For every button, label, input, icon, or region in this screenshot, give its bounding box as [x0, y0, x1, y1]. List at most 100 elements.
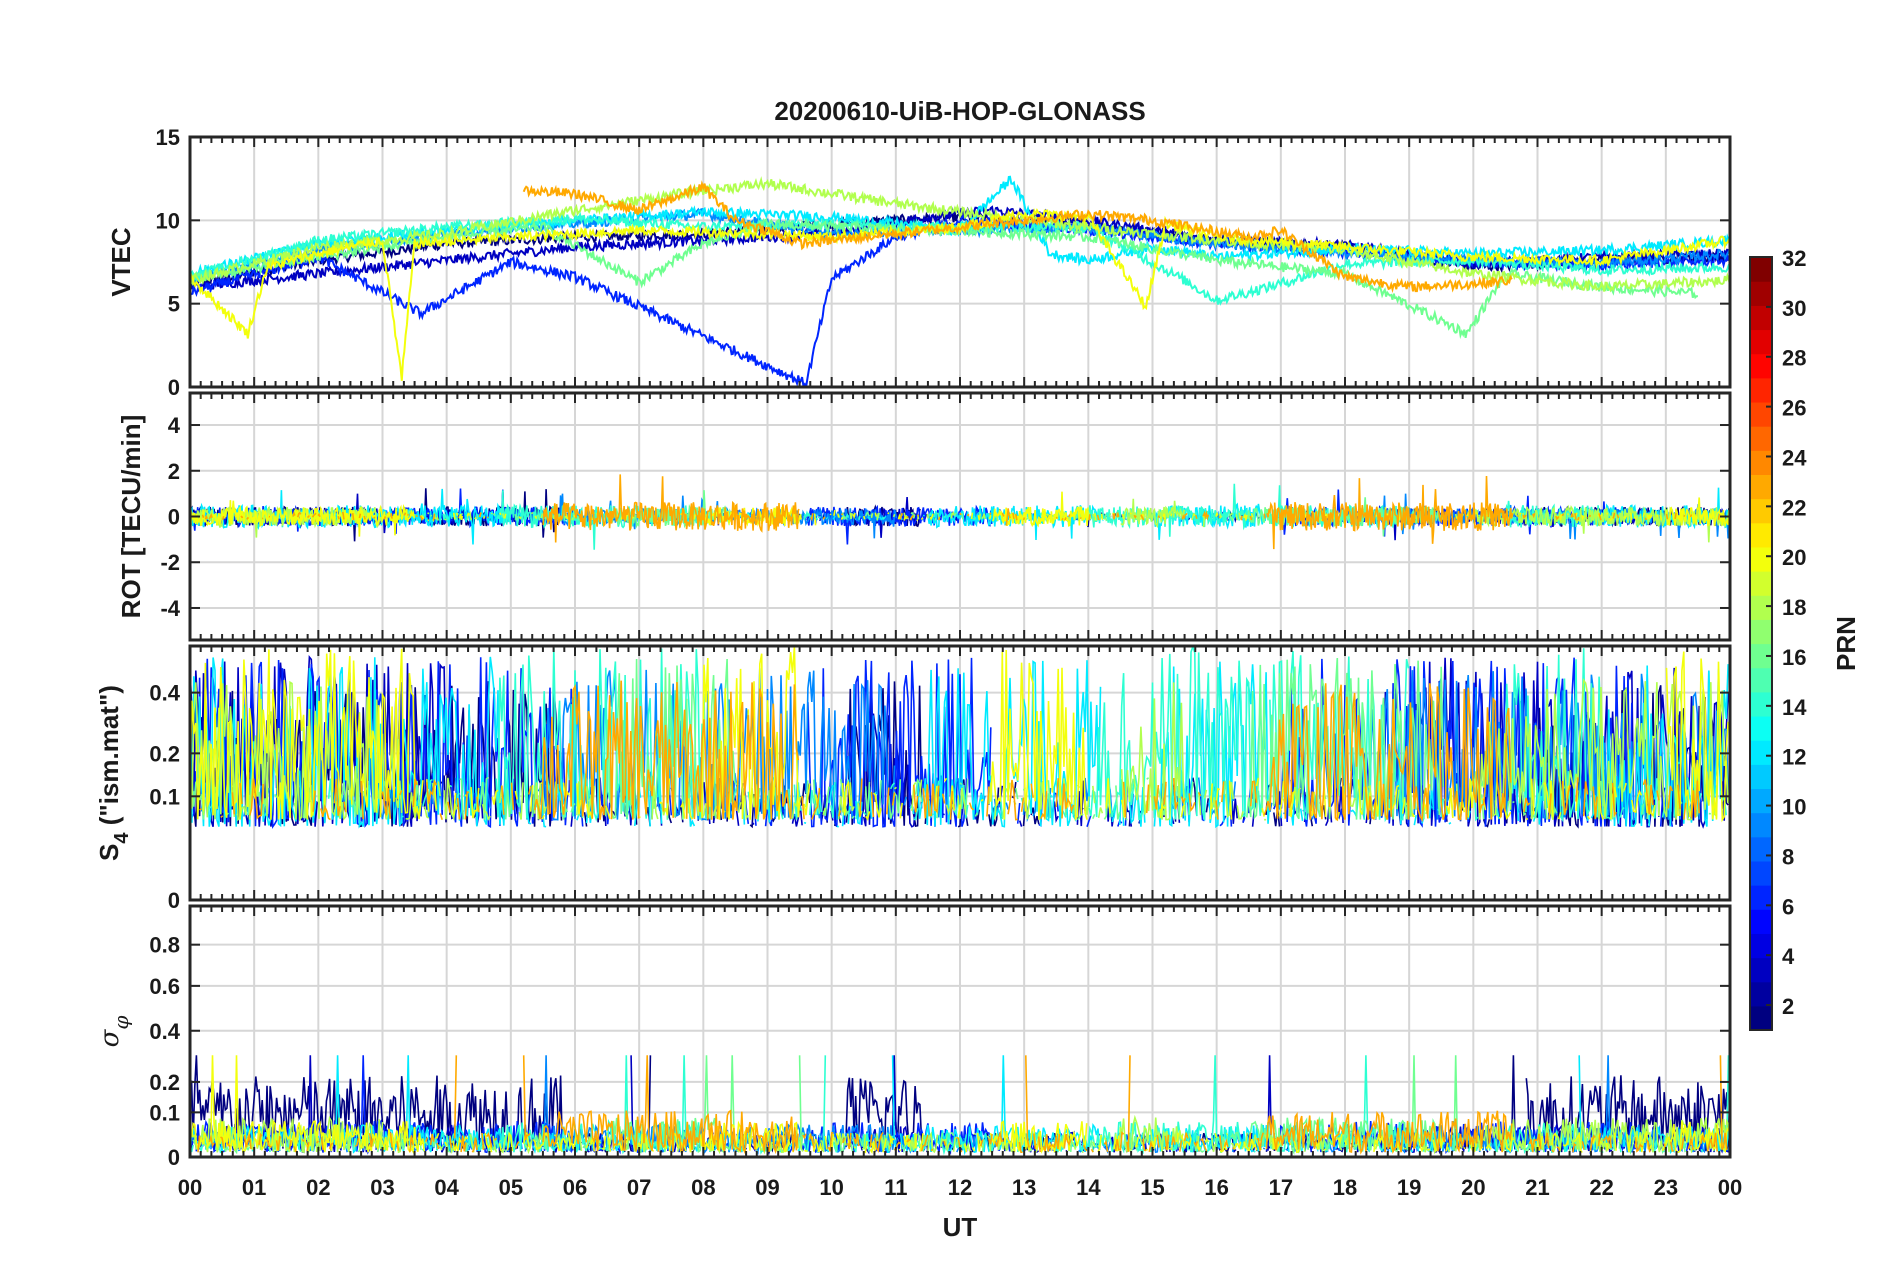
- colorbar-tick-label: 8: [1782, 844, 1794, 869]
- colorbar-segment: [1750, 426, 1772, 451]
- colorbar-tick-label: 16: [1782, 645, 1806, 670]
- colorbar-segment: [1750, 329, 1772, 355]
- colorbar-segment: [1750, 474, 1772, 500]
- x-tick-label: 14: [1076, 1175, 1101, 1200]
- colorbar-tick-label: 4: [1782, 944, 1795, 969]
- vtec-series-prn-16: [190, 217, 1698, 340]
- colorbar-segment: [1750, 377, 1772, 403]
- vtec-series-prn-20: [190, 207, 1730, 381]
- colorbar-segment: [1750, 691, 1772, 717]
- colorbar-segment: [1750, 860, 1772, 886]
- ylabel-main: σ: [95, 1028, 125, 1047]
- colorbar-tick-label: 22: [1782, 495, 1806, 520]
- y-tick-label: 0.1: [149, 1100, 180, 1125]
- colorbar-segment: [1750, 643, 1772, 669]
- x-tick-label: 20: [1461, 1175, 1485, 1200]
- y-tick-label: 4: [168, 413, 181, 438]
- colorbar-tick-label: 30: [1782, 296, 1806, 321]
- colorbar-segment: [1750, 788, 1772, 814]
- colorbar-segment: [1750, 450, 1772, 476]
- colorbar-segment: [1750, 498, 1772, 524]
- y-tick-label: 10: [156, 208, 180, 233]
- panel-vtec: 0 5 10 15 VTEC: [106, 125, 1732, 400]
- y-tick-label: 0.2: [149, 1070, 180, 1095]
- ylabel-rest: ("ism.mat"): [94, 685, 124, 832]
- y-tick-label: 0: [168, 505, 180, 530]
- colorbar-segment: [1750, 812, 1772, 838]
- ylabel-sub: 4: [111, 832, 133, 844]
- x-tick-label: 12: [948, 1175, 972, 1200]
- sigma-series-prn-23: [197, 1055, 1728, 1156]
- x-tick-label: 13: [1012, 1175, 1036, 1200]
- y-tick-label: 0: [168, 1145, 180, 1170]
- colorbar-tick-label: 2: [1782, 994, 1794, 1019]
- colorbar-segment: [1750, 981, 1772, 1007]
- colorbar-segment: [1750, 257, 1772, 282]
- colorbar-segment: [1750, 571, 1772, 596]
- y-tick-label: -2: [160, 550, 180, 575]
- colorbar-tick-label: 24: [1782, 445, 1807, 470]
- traces-s4: [190, 646, 1728, 826]
- colorbar-segment: [1750, 909, 1772, 934]
- x-tick-label: 01: [242, 1175, 266, 1200]
- colorbar-frame: [1749, 256, 1773, 1031]
- y-tick-label: 15: [156, 125, 180, 150]
- y-tick-label: 0.4: [149, 681, 180, 706]
- colorbar-segment: [1750, 764, 1772, 790]
- colorbar-label: PRN: [1831, 616, 1861, 671]
- x-tick-label: 06: [563, 1175, 587, 1200]
- x-tick-label: 23: [1654, 1175, 1678, 1200]
- x-tick-label: 18: [1333, 1175, 1357, 1200]
- panel-s4: 0 0.1 0.2 0.4 S4 ("ism.mat"): [94, 644, 1732, 913]
- chart-title: 20200610-UiB-HOP-GLONASS: [774, 96, 1145, 126]
- x-tick-label: 03: [370, 1175, 394, 1200]
- panel-rot: -4 -2 0 2 4 ROT [TECU/min]: [116, 391, 1732, 642]
- colorbar-segment: [1750, 885, 1772, 910]
- traces-vtec: [190, 175, 1730, 387]
- colorbar-tick-label: 18: [1782, 595, 1806, 620]
- colorbar-tick-label: 20: [1782, 545, 1806, 570]
- colorbar-segment: [1750, 305, 1772, 331]
- y-tick-label: 0: [168, 375, 180, 400]
- y-tick-label: 0.1: [149, 784, 180, 809]
- colorbar-segment: [1750, 595, 1772, 620]
- x-tick-label: 04: [434, 1175, 459, 1200]
- y-tick-label: 2: [168, 459, 180, 484]
- y-tick-label: 0.2: [149, 741, 180, 766]
- colorbar-tick-label: 10: [1782, 795, 1806, 820]
- colorbar-segment: [1750, 957, 1772, 983]
- y-tick-label: 0.6: [149, 974, 180, 999]
- x-tick-label: 10: [819, 1175, 843, 1200]
- ylabel-sub: φ: [109, 1016, 133, 1030]
- colorbar-segment: [1750, 715, 1772, 741]
- colorbar-tick-label: 14: [1782, 695, 1807, 720]
- panel-sigma: 0 0.1 0.2 0.4 0.6 0.8 σφ: [95, 904, 1732, 1170]
- traces-sigma: [190, 1055, 1730, 1152]
- traces-rot: [190, 474, 1729, 549]
- colorbar-tick-label: 6: [1782, 894, 1794, 919]
- colorbar-segment: [1750, 546, 1772, 572]
- colorbar-segment: [1750, 281, 1772, 306]
- colorbar-segment: [1750, 1005, 1772, 1031]
- y-tick-label: -4: [160, 596, 180, 621]
- x-tick-label: 17: [1269, 1175, 1293, 1200]
- x-tick-label: 02: [306, 1175, 330, 1200]
- colorbar-tick-label: 28: [1782, 346, 1806, 371]
- y-axis-label-s4: S4 ("ism.mat"): [94, 685, 133, 861]
- y-tick-label: 0: [168, 888, 180, 913]
- x-tick-label: 11: [884, 1175, 907, 1200]
- vtec-series-prn-18: [190, 176, 1730, 293]
- x-tick-label: 22: [1589, 1175, 1613, 1200]
- x-tick-label: 15: [1140, 1175, 1164, 1200]
- x-tick-label: 19: [1397, 1175, 1421, 1200]
- x-tick-label: 07: [627, 1175, 651, 1200]
- x-tick-label: 09: [755, 1175, 779, 1200]
- colorbar-segment: [1750, 619, 1772, 645]
- colorbar-segment: [1750, 667, 1772, 693]
- y-tick-label: 0.8: [149, 933, 180, 958]
- s4-series-prn-18: [190, 678, 1729, 822]
- vtec-series-prn-23: [522, 180, 1513, 294]
- x-tick-label: 00: [178, 1175, 202, 1200]
